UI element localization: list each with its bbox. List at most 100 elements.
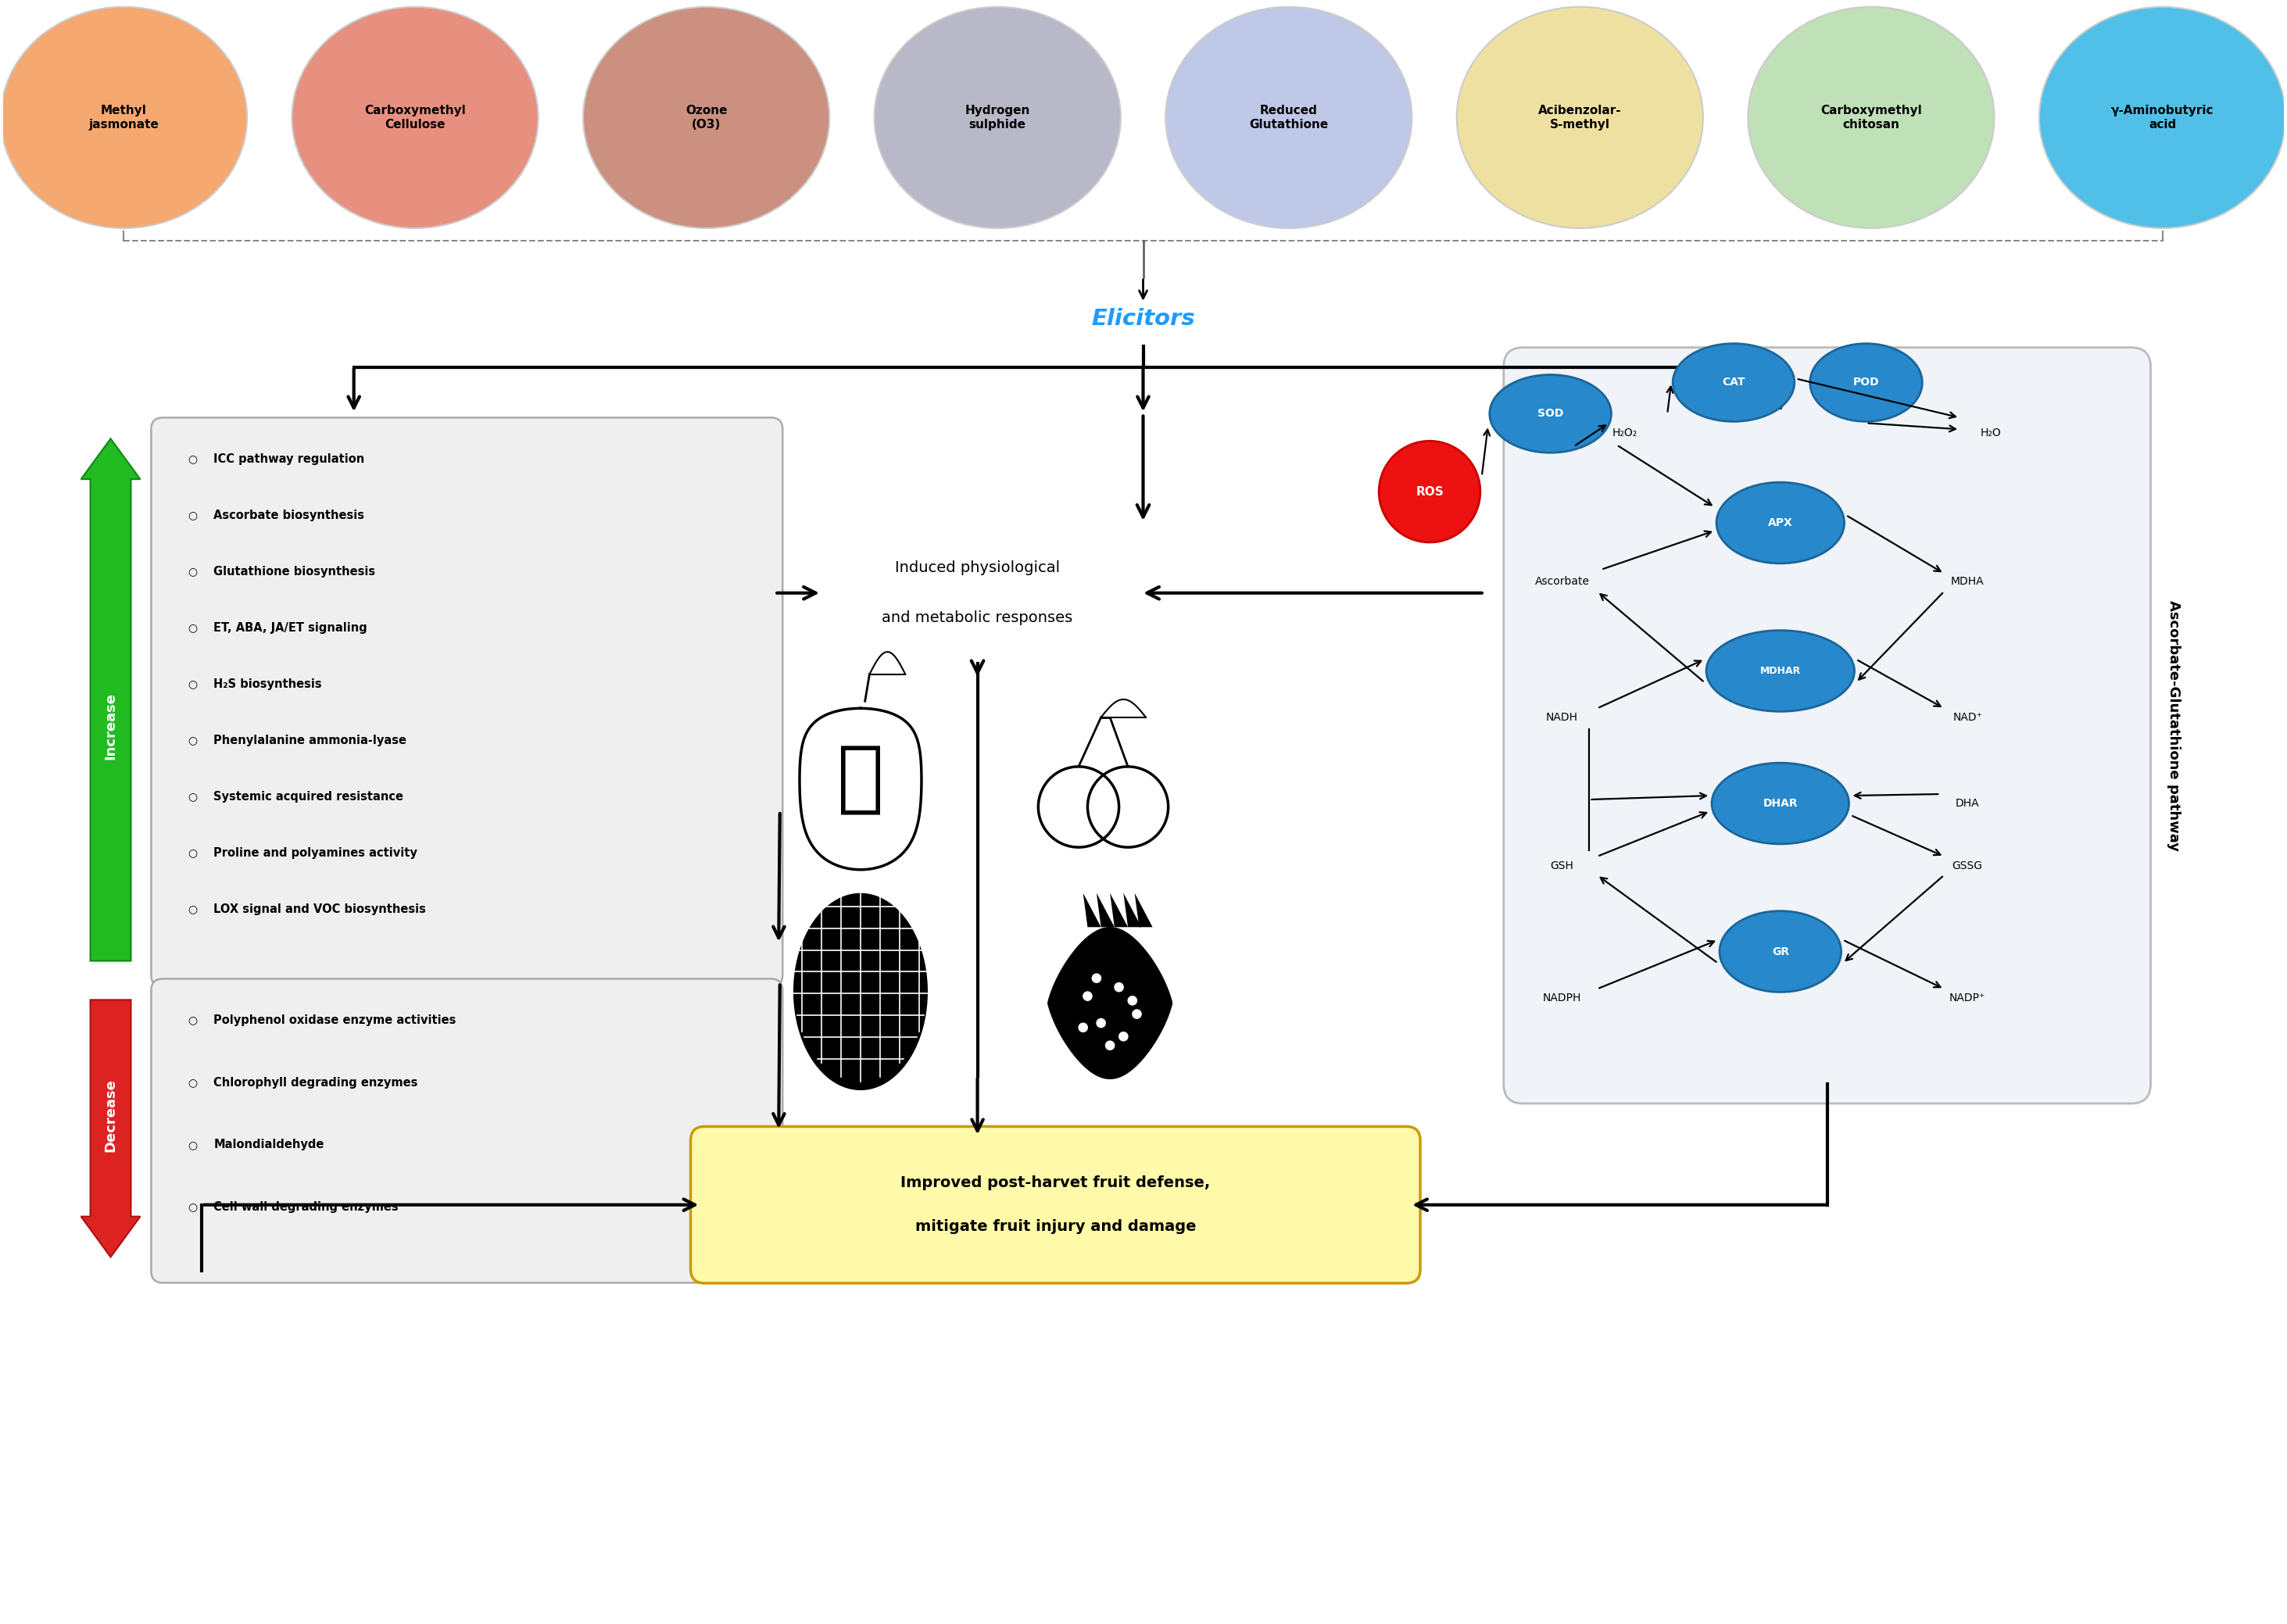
Text: NAD⁺: NAD⁺ <box>1953 713 1983 723</box>
Circle shape <box>1082 991 1093 1000</box>
Text: Proline and polyamines activity: Proline and polyamines activity <box>213 848 419 859</box>
Text: Induced physiological: Induced physiological <box>894 560 1059 575</box>
Text: ○: ○ <box>188 453 197 464</box>
Text: MDHAR: MDHAR <box>1761 666 1800 676</box>
Polygon shape <box>1123 893 1141 927</box>
Text: Carboxymethyl
chitosan: Carboxymethyl chitosan <box>1820 104 1921 130</box>
Circle shape <box>1379 442 1480 542</box>
Text: ○: ○ <box>188 1015 197 1026</box>
Text: ET, ABA, JA/ET signaling: ET, ABA, JA/ET signaling <box>213 622 368 633</box>
FancyBboxPatch shape <box>691 1127 1420 1283</box>
Text: SOD: SOD <box>1537 408 1564 419</box>
Polygon shape <box>1134 893 1153 927</box>
Text: H₂O₂: H₂O₂ <box>1612 427 1637 438</box>
Text: GR: GR <box>1772 947 1788 957</box>
Text: ROS: ROS <box>1416 486 1443 497</box>
Text: GSH: GSH <box>1551 861 1573 870</box>
Text: Phenylalanine ammonia-lyase: Phenylalanine ammonia-lyase <box>213 734 407 747</box>
Text: DHA: DHA <box>1955 797 1981 809</box>
FancyArrow shape <box>80 1000 140 1257</box>
Text: ○: ○ <box>188 791 197 802</box>
Ellipse shape <box>1166 6 1411 229</box>
Text: LOX signal and VOC biosynthesis: LOX signal and VOC biosynthesis <box>213 903 425 914</box>
Circle shape <box>1077 1023 1089 1033</box>
Polygon shape <box>1109 893 1127 927</box>
Text: MDHA: MDHA <box>1951 577 1985 586</box>
Ellipse shape <box>2040 6 2285 229</box>
Text: ○: ○ <box>188 510 197 521</box>
Text: Hydrogen
sulphide: Hydrogen sulphide <box>965 104 1029 130</box>
Circle shape <box>1114 983 1123 992</box>
Polygon shape <box>1047 927 1173 1080</box>
Text: Increase: Increase <box>103 692 117 760</box>
Text: Chlorophyll degrading enzymes: Chlorophyll degrading enzymes <box>213 1077 419 1088</box>
Polygon shape <box>1084 893 1100 927</box>
Circle shape <box>1132 1009 1141 1018</box>
Ellipse shape <box>1706 630 1855 711</box>
Ellipse shape <box>1711 763 1848 844</box>
Text: mitigate fruit injury and damage: mitigate fruit injury and damage <box>915 1220 1196 1234</box>
Text: H₂O: H₂O <box>1981 427 2001 438</box>
Text: CAT: CAT <box>1722 377 1745 388</box>
Ellipse shape <box>1718 482 1843 564</box>
Text: γ-Aminobutyric
acid: γ-Aminobutyric acid <box>2111 104 2214 130</box>
Circle shape <box>1118 1031 1127 1041</box>
Ellipse shape <box>1720 911 1841 992</box>
Circle shape <box>1127 996 1137 1005</box>
Circle shape <box>1105 1041 1114 1051</box>
Text: and metabolic responses: and metabolic responses <box>883 611 1073 625</box>
Polygon shape <box>794 893 929 1090</box>
Text: ○: ○ <box>188 905 197 914</box>
Text: Reduced
Glutathione: Reduced Glutathione <box>1249 104 1329 130</box>
Ellipse shape <box>293 6 537 229</box>
Text: Systemic acquired resistance: Systemic acquired resistance <box>213 791 403 802</box>
Text: NADPH: NADPH <box>1544 992 1580 1004</box>
Text: DHAR: DHAR <box>1763 797 1798 809</box>
Ellipse shape <box>1747 6 1994 229</box>
Text: H₂S biosynthesis: H₂S biosynthesis <box>213 679 322 690</box>
FancyArrow shape <box>80 438 140 961</box>
Text: Carboxymethyl
Cellulose: Carboxymethyl Cellulose <box>364 104 467 130</box>
Polygon shape <box>1095 893 1114 927</box>
Text: ○: ○ <box>188 1077 197 1088</box>
Text: ○: ○ <box>188 679 197 690</box>
FancyBboxPatch shape <box>151 979 782 1283</box>
Text: 🍏: 🍏 <box>837 742 885 818</box>
Text: ○: ○ <box>188 1202 197 1213</box>
Text: ○: ○ <box>188 567 197 577</box>
Text: Elicitors: Elicitors <box>1091 307 1196 330</box>
Text: Ascorbate biosynthesis: Ascorbate biosynthesis <box>213 510 364 521</box>
Text: ○: ○ <box>188 1140 197 1150</box>
Ellipse shape <box>1672 344 1795 422</box>
Text: Decrease: Decrease <box>103 1078 117 1153</box>
Text: APX: APX <box>1768 518 1793 528</box>
Text: ○: ○ <box>188 848 197 859</box>
Polygon shape <box>1100 700 1146 718</box>
Text: POD: POD <box>1852 377 1880 388</box>
Polygon shape <box>830 870 842 906</box>
Text: Ascorbate: Ascorbate <box>1535 577 1589 586</box>
Text: NADH: NADH <box>1546 713 1578 723</box>
Text: Glutathione biosynthesis: Glutathione biosynthesis <box>213 565 375 578</box>
Text: Cell wall degrading enzymes: Cell wall degrading enzymes <box>213 1202 398 1213</box>
Ellipse shape <box>0 6 247 229</box>
Text: Acibenzolar-
S-methyl: Acibenzolar- S-methyl <box>1539 104 1621 130</box>
Circle shape <box>1095 1018 1107 1028</box>
Text: ICC pathway regulation: ICC pathway regulation <box>213 453 364 464</box>
Circle shape <box>1091 973 1102 983</box>
FancyBboxPatch shape <box>151 417 782 987</box>
Polygon shape <box>880 870 892 906</box>
Ellipse shape <box>1809 344 1923 422</box>
Text: Improved post-harvet fruit defense,: Improved post-harvet fruit defense, <box>901 1176 1210 1190</box>
Text: Ozone
(O3): Ozone (O3) <box>686 104 727 130</box>
FancyBboxPatch shape <box>1503 348 2150 1103</box>
Text: ○: ○ <box>188 622 197 633</box>
Text: Ascorbate-Glutathione pathway: Ascorbate-Glutathione pathway <box>2168 599 2182 851</box>
Text: NADP⁺: NADP⁺ <box>1949 992 1985 1004</box>
Text: GSSG: GSSG <box>1953 861 1983 870</box>
Ellipse shape <box>874 6 1121 229</box>
Text: Malondialdehyde: Malondialdehyde <box>213 1138 325 1151</box>
Text: ○: ○ <box>188 736 197 745</box>
Ellipse shape <box>1457 6 1704 229</box>
Ellipse shape <box>1489 375 1612 453</box>
